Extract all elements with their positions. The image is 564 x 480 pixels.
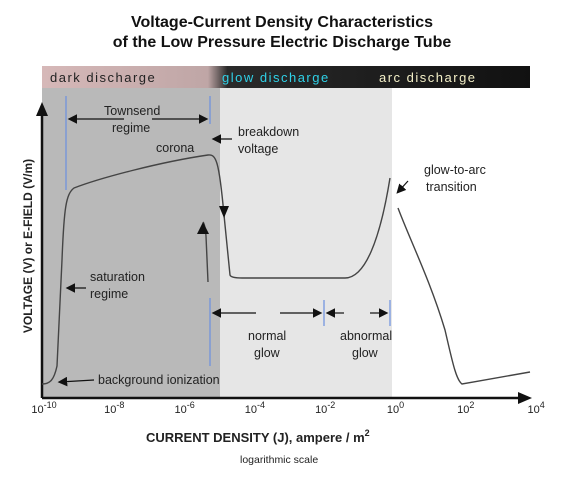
log-scale-note: logarithmic scale [240, 454, 318, 466]
saturation-label-2: regime [90, 287, 128, 301]
glow-to-arc-label-1: glow-to-arc [424, 163, 486, 177]
x-tick-label: 10-6 [174, 400, 194, 416]
arc-discharge-label: arc discharge [379, 70, 477, 85]
saturation-label-1: saturation [90, 270, 145, 284]
regime-bar [42, 66, 530, 88]
townsend-label-2: regime [112, 121, 150, 135]
x-tick-label: 10-2 [315, 400, 335, 416]
x-tick-label: 10-4 [245, 400, 265, 416]
normal-glow-label-1: normal [248, 329, 286, 343]
x-axis-arrow [518, 392, 532, 404]
corona-label: corona [156, 141, 194, 155]
townsend-label-1: Townsend [104, 104, 160, 118]
breakdown-label-1: breakdown [238, 125, 299, 139]
up-arrow [197, 222, 209, 234]
breakdown-label-2: voltage [238, 142, 278, 156]
y-axis-arrow [36, 102, 48, 116]
y-axis-label: VOLTAGE (V) or E-FIELD (V/m) [21, 159, 35, 333]
background-ionization-label: background ionization [98, 373, 220, 387]
abnormal-glow-label-1: abnormal [340, 329, 392, 343]
x-tick-label: 10-8 [104, 400, 124, 416]
title-line-1: Voltage-Current Density Characteristics [130, 14, 433, 31]
x-tick-label: 100 [387, 400, 404, 416]
glow-region [220, 88, 392, 398]
x-tick-label: 104 [527, 400, 544, 416]
abnormal-glow-label-2: glow [352, 346, 379, 360]
glow-to-arc-arrow [396, 180, 409, 194]
vi-curve-arc [397, 207, 531, 385]
x-tick-label: 102 [457, 400, 474, 416]
dark-discharge-label: dark discharge [50, 70, 156, 85]
x-axis-label: CURRENT DENSITY (J), ampere / m2 [146, 428, 370, 445]
normal-glow-label-2: glow [254, 346, 281, 360]
glow-discharge-label: glow discharge [222, 70, 330, 85]
background-arrow [57, 376, 95, 387]
x-tick-labels: 10-10 10-8 10-6 10-4 10-2 100 102 104 [31, 400, 544, 416]
vi-curve [41, 154, 391, 385]
down-arrow [219, 206, 229, 218]
glow-to-arc-label-2: transition [426, 180, 477, 194]
x-tick-label: 10-10 [31, 400, 56, 416]
dark-region [42, 88, 220, 398]
title-line-2: of the Low Pressure Electric Discharge T… [112, 34, 452, 51]
